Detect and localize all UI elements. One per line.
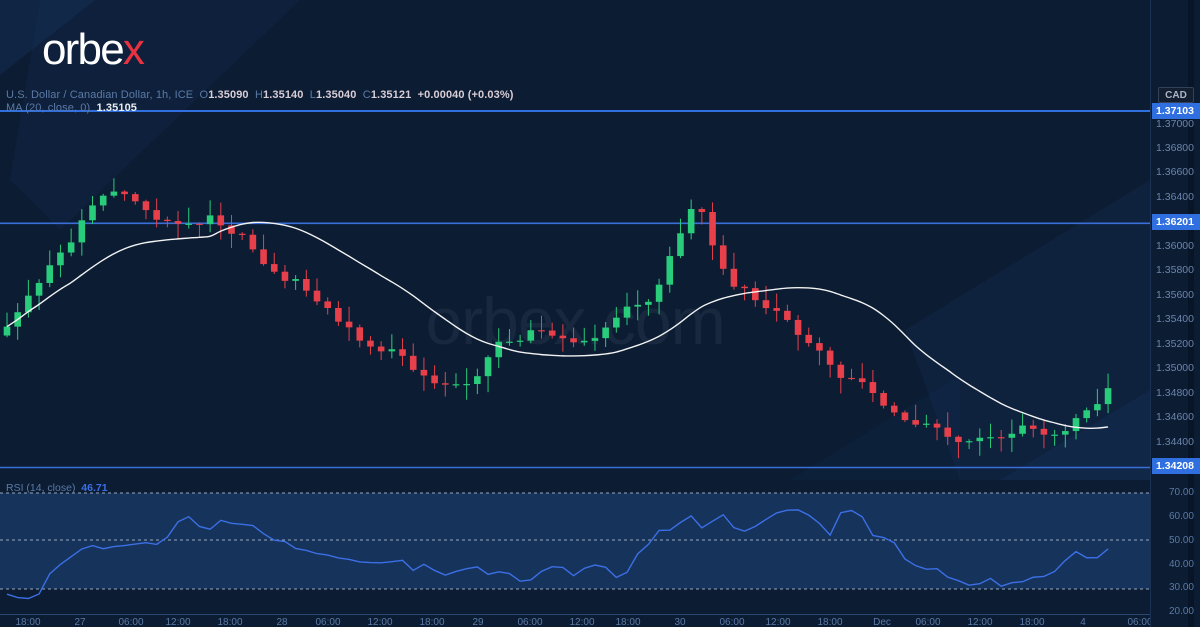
svg-text:orbex: orbex [42, 25, 145, 74]
